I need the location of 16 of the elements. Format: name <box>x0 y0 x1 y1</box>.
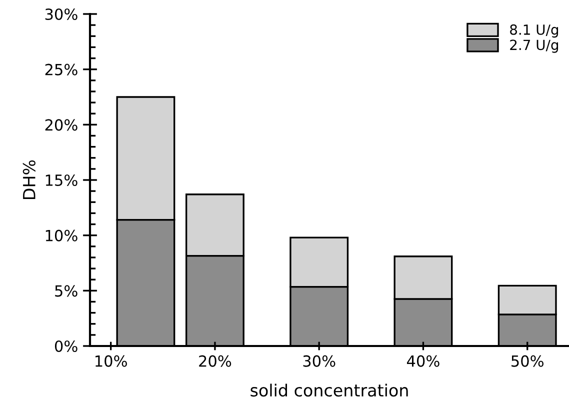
x-tick-label: 40% <box>406 355 440 367</box>
y-tick-label: 0% <box>54 340 78 352</box>
legend-label: 2.7 U/g <box>510 40 558 53</box>
legend-label: 8.1 U/g <box>510 24 558 38</box>
y-tick-label: 20% <box>45 119 78 131</box>
y-tick-label: 15% <box>46 174 78 186</box>
x-tick-label: 30% <box>303 355 336 367</box>
y-tick-label: 30% <box>45 8 78 20</box>
x-axis-title: solid concentration <box>250 384 408 397</box>
y-tick-label: 10% <box>46 230 78 242</box>
y-tick-label: 25% <box>45 64 78 76</box>
x-tick-label: 10% <box>96 355 127 367</box>
x-tick-label: 20% <box>199 355 232 367</box>
x-tick-label: 50% <box>512 355 544 367</box>
y-tick-label: 5% <box>55 285 78 297</box>
y-axis-title: DH% <box>22 160 36 199</box>
